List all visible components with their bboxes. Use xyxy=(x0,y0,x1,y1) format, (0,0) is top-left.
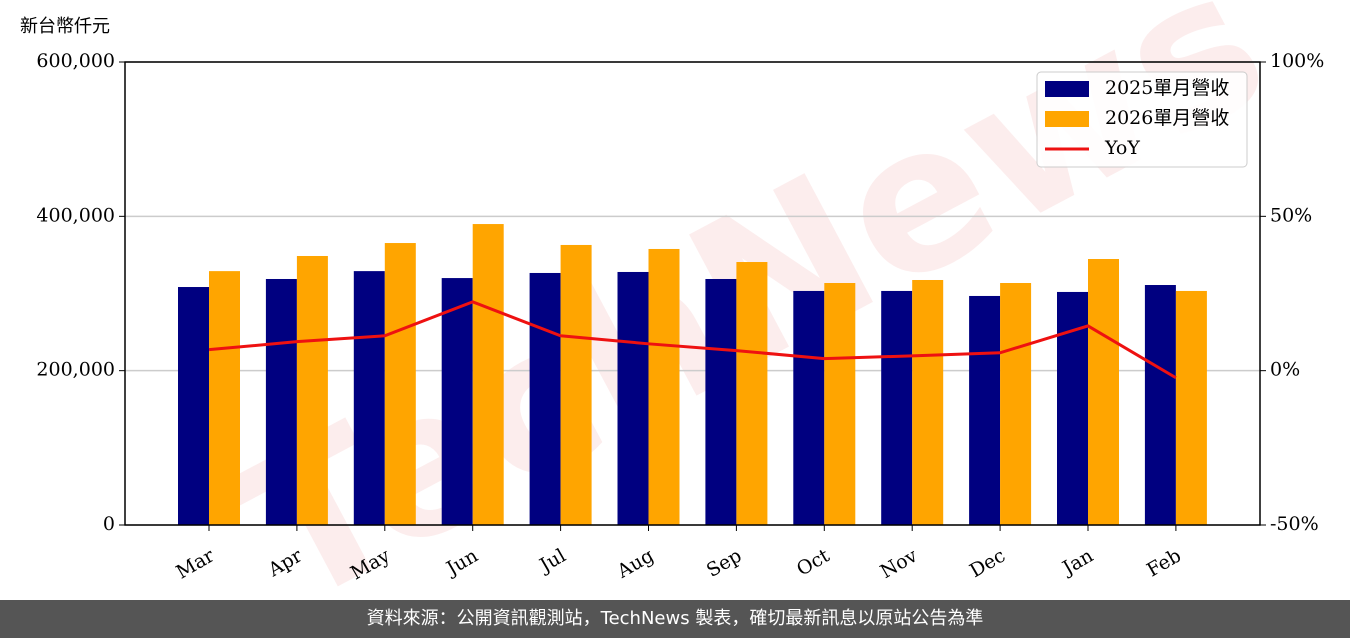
x-tick-label: Jul xyxy=(534,545,569,578)
legend-label: YoY xyxy=(1104,137,1140,159)
bar xyxy=(472,224,504,526)
y-tick-label: 600,000 xyxy=(36,50,115,72)
bar xyxy=(648,248,680,525)
bar xyxy=(209,271,240,525)
y-tick-label: 400,000 xyxy=(36,204,115,226)
bar xyxy=(441,278,473,525)
bar xyxy=(353,271,385,525)
y-axis-title: 新台幣仟元 xyxy=(20,16,110,37)
bar xyxy=(1175,290,1207,525)
y-tick-label: 200,000 xyxy=(36,359,115,381)
y-tick-label: 0 xyxy=(103,513,115,535)
bar xyxy=(969,295,1001,525)
y2-tick-label: -50% xyxy=(1270,513,1319,535)
bar xyxy=(881,290,913,525)
bar xyxy=(560,244,592,526)
x-tick-label: Sep xyxy=(703,545,746,582)
x-tick-label: Dec xyxy=(966,545,1009,583)
bar xyxy=(265,278,297,525)
legend-label: 2026單月營收 xyxy=(1105,107,1229,129)
bar xyxy=(793,290,825,525)
bar xyxy=(705,278,737,525)
x-tick-label: Jan xyxy=(1057,545,1097,581)
legend-swatch xyxy=(1045,111,1089,127)
bar xyxy=(912,279,944,525)
legend-box xyxy=(1036,71,1248,168)
x-tick-label: Mar xyxy=(172,544,218,583)
bar xyxy=(296,255,328,525)
x-tick-label: Oct xyxy=(793,544,834,580)
y2-tick-label: 0% xyxy=(1270,359,1300,381)
footer: 資料來源：公開資訊觀測站，TechNews 製表，確切最新訊息以原站公告為準 xyxy=(0,600,1350,638)
y2-tick-label: 100% xyxy=(1270,50,1324,72)
legend-label: 2025單月營收 xyxy=(1105,77,1229,99)
bar xyxy=(736,262,768,525)
bar xyxy=(1088,259,1119,525)
y2-tick-label: 50% xyxy=(1270,204,1312,226)
bar xyxy=(824,283,856,525)
yoy-line xyxy=(208,300,1177,380)
bar xyxy=(1144,285,1176,525)
x-tick-label: Aug xyxy=(613,545,658,584)
legend-swatch xyxy=(1045,81,1089,97)
x-tick-label: Nov xyxy=(877,544,922,583)
bar xyxy=(1000,283,1032,525)
bar xyxy=(617,271,649,525)
bar xyxy=(529,272,561,525)
bar xyxy=(178,287,209,525)
chart: TechNews 新台幣仟元 0200,000400,000600,000-50… xyxy=(20,0,1324,600)
plot-frame xyxy=(124,61,1261,526)
x-tick-label: Feb xyxy=(1143,545,1185,582)
bar xyxy=(384,243,416,525)
